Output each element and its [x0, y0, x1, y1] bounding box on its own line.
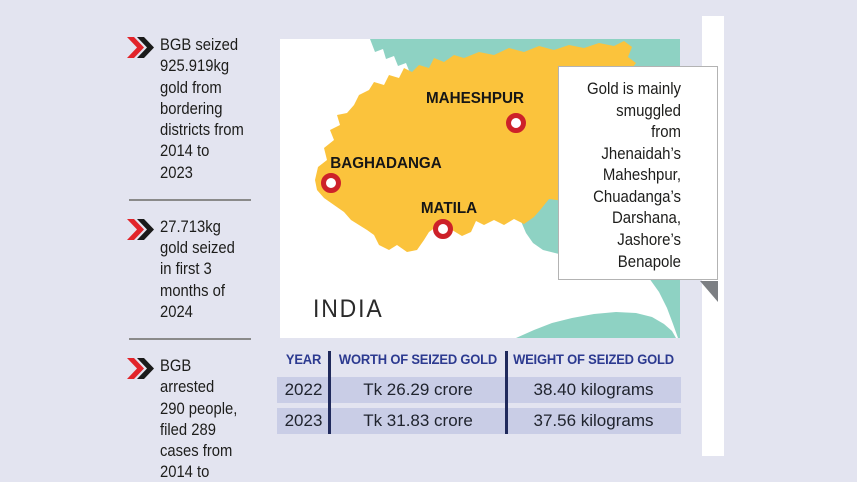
table-row: 2022 Tk 26.29 crore 38.40 kilograms: [277, 377, 681, 403]
bullet-text-2024-seizure: 27.713kg gold seized in first 3 months o…: [160, 216, 235, 321]
table-column-divider: [505, 351, 508, 434]
callout-pointer-fold: [700, 281, 718, 302]
cell-worth: Tk 26.29 crore: [363, 380, 473, 399]
cell-year: 2023: [284, 411, 323, 430]
cell-weight: 38.40 kilograms: [533, 380, 654, 399]
bullet-text-seized-total: BGB seized 925.919kg gold from bordering…: [160, 35, 244, 182]
bullet-item: BGB seized 925.919kg gold from bordering…: [127, 34, 259, 183]
location-marker-baghadanga: [321, 173, 341, 193]
map-regions-svg: [280, 39, 680, 338]
double-chevron-icon: [127, 37, 154, 63]
header-weight: WEIGHT OF SEIZED GOLD: [513, 351, 674, 367]
table-header-row: YEAR WORTH OF SEIZED GOLD WEIGHT OF SEIZ…: [277, 346, 681, 372]
bullet-item: 27.713kg gold seized in first 3 months o…: [127, 216, 259, 322]
divider-line: [129, 198, 251, 201]
location-marker-matila: [433, 219, 453, 239]
double-chevron-icon: [127, 358, 154, 384]
cell-weight: 37.56 kilograms: [533, 411, 654, 430]
key-facts-column: BGB seized 925.919kg gold from bordering…: [127, 34, 259, 482]
divider-line: [129, 338, 251, 340]
callout-text: Gold is mainly smuggled from Jhenaidah’s…: [587, 79, 681, 271]
smuggling-callout-box: Gold is mainly smuggled from Jhenaidah’s…: [558, 66, 718, 280]
country-label-india: INDIA: [313, 295, 384, 323]
header-worth: WORTH OF SEIZED GOLD: [338, 351, 498, 367]
seized-gold-table: YEAR WORTH OF SEIZED GOLD WEIGHT OF SEIZ…: [277, 346, 681, 434]
bullet-item: BGB arrested 290 people, filed 289 cases…: [127, 355, 259, 482]
place-label-matila: MATILA: [420, 200, 478, 217]
cell-year: 2022: [284, 380, 323, 399]
place-label-maheshpur: MAHESHPUR: [426, 90, 524, 107]
bullet-text-arrests: BGB arrested 290 people, filed 289 cases…: [160, 356, 238, 482]
location-marker-maheshpur: [506, 113, 526, 133]
cell-worth: Tk 31.83 crore: [363, 411, 473, 430]
table-column-divider: [328, 351, 331, 434]
table-row: 2023 Tk 31.83 crore 37.56 kilograms: [277, 408, 681, 434]
place-label-baghadanga: BAGHADANGA: [330, 155, 442, 172]
border-map: MAHESHPUR BAGHADANGA MATILA INDIA: [280, 39, 680, 338]
double-chevron-icon: [127, 218, 154, 245]
bangladesh-region-south: [516, 312, 676, 338]
maheshpur-upazila-region: [315, 41, 638, 252]
header-year: YEAR: [285, 351, 322, 367]
